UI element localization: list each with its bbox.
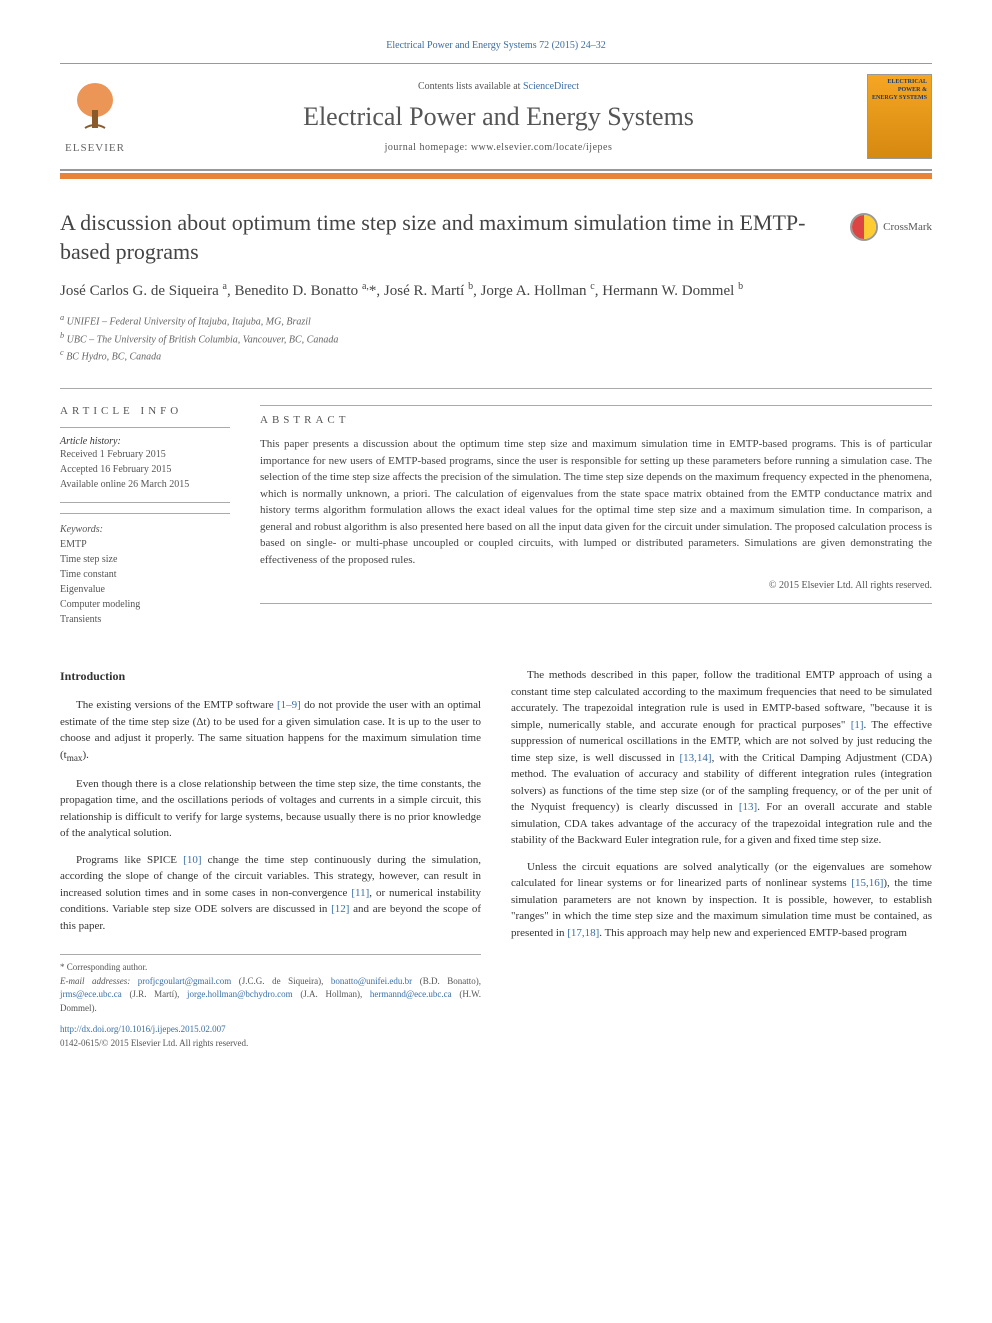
sciencedirect-link[interactable]: ScienceDirect bbox=[523, 81, 579, 92]
history-received: Received 1 February 2015 bbox=[60, 449, 166, 460]
intro-para-2: Even though there is a close relationshi… bbox=[60, 776, 481, 842]
emails-label: E-mail addresses: bbox=[60, 976, 138, 986]
intro-para-3: Programs like SPICE [10] change the time… bbox=[60, 852, 481, 935]
keywords-block: Keywords: EMTP Time step size Time const… bbox=[60, 513, 230, 627]
intro-para-1: The existing versions of the EMTP softwa… bbox=[60, 697, 481, 765]
publisher-name: ELSEVIER bbox=[60, 142, 130, 154]
doi-link[interactable]: http://dx.doi.org/10.1016/j.ijepes.2015.… bbox=[60, 1023, 481, 1037]
introduction-heading: Introduction bbox=[60, 667, 481, 685]
authors-list: José Carlos G. de Siqueira a, Benedito D… bbox=[60, 280, 932, 302]
homepage-prefix: journal homepage: bbox=[385, 142, 471, 153]
contents-prefix: Contents lists available at bbox=[418, 81, 523, 92]
affiliations: a UNIFEI – Federal University of Itajuba… bbox=[60, 312, 932, 364]
abstract-heading: ABSTRACT bbox=[260, 414, 932, 426]
keyword: EMTP bbox=[60, 539, 87, 550]
abstract-text: This paper presents a discussion about t… bbox=[260, 436, 932, 568]
history-accepted: Accepted 16 February 2015 bbox=[60, 464, 171, 475]
history-label: Article history: bbox=[60, 436, 121, 447]
journal-name: Electrical Power and Energy Systems bbox=[130, 102, 867, 132]
body-column-right: The methods described in this paper, fol… bbox=[511, 667, 932, 1050]
footnote-block: * Corresponding author. E-mail addresses… bbox=[60, 954, 481, 1015]
body-column-left: Introduction The existing versions of th… bbox=[60, 667, 481, 1050]
keyword: Transients bbox=[60, 614, 101, 625]
keyword: Time constant bbox=[60, 569, 117, 580]
orange-divider bbox=[60, 173, 932, 179]
affiliation-c: c BC Hydro, BC, Canada bbox=[60, 347, 932, 364]
citation-bar: Electrical Power and Energy Systems 72 (… bbox=[60, 40, 932, 51]
affiliation-b: b UBC – The University of British Columb… bbox=[60, 330, 932, 347]
homepage-url[interactable]: www.elsevier.com/locate/ijepes bbox=[471, 142, 613, 153]
journal-homepage: journal homepage: www.elsevier.com/locat… bbox=[130, 142, 867, 153]
affiliation-a: a UNIFEI – Federal University of Itajuba… bbox=[60, 312, 932, 329]
intro-para-5: Unless the circuit equations are solved … bbox=[511, 859, 932, 942]
email-addresses: E-mail addresses: profjcgoulart@gmail.co… bbox=[60, 975, 481, 1016]
abstract-copyright: © 2015 Elsevier Ltd. All rights reserved… bbox=[260, 580, 932, 604]
crossmark-label: CrossMark bbox=[883, 221, 932, 233]
elsevier-tree-icon bbox=[70, 80, 120, 135]
corresponding-author: * Corresponding author. bbox=[60, 961, 481, 975]
article-info-heading: ARTICLE INFO bbox=[60, 405, 230, 417]
article-title: A discussion about optimum time step siz… bbox=[60, 209, 830, 266]
keyword: Eigenvalue bbox=[60, 584, 105, 595]
publisher-logo: ELSEVIER bbox=[60, 80, 130, 154]
contents-available: Contents lists available at ScienceDirec… bbox=[130, 81, 867, 92]
issn-copyright: 0142-0615/© 2015 Elsevier Ltd. All right… bbox=[60, 1037, 481, 1051]
keywords-label: Keywords: bbox=[60, 524, 103, 535]
history-online: Available online 26 March 2015 bbox=[60, 479, 189, 490]
article-history: Article history: Received 1 February 201… bbox=[60, 427, 230, 503]
intro-para-4: The methods described in this paper, fol… bbox=[511, 667, 932, 849]
journal-cover-thumbnail: ELECTRICAL POWER & ENERGY SYSTEMS bbox=[867, 74, 932, 159]
crossmark-icon bbox=[850, 213, 878, 241]
keyword: Time step size bbox=[60, 554, 117, 565]
crossmark-badge[interactable]: CrossMark bbox=[850, 213, 932, 241]
journal-header: ELSEVIER Contents lists available at Sci… bbox=[60, 63, 932, 171]
keyword: Computer modeling bbox=[60, 599, 140, 610]
